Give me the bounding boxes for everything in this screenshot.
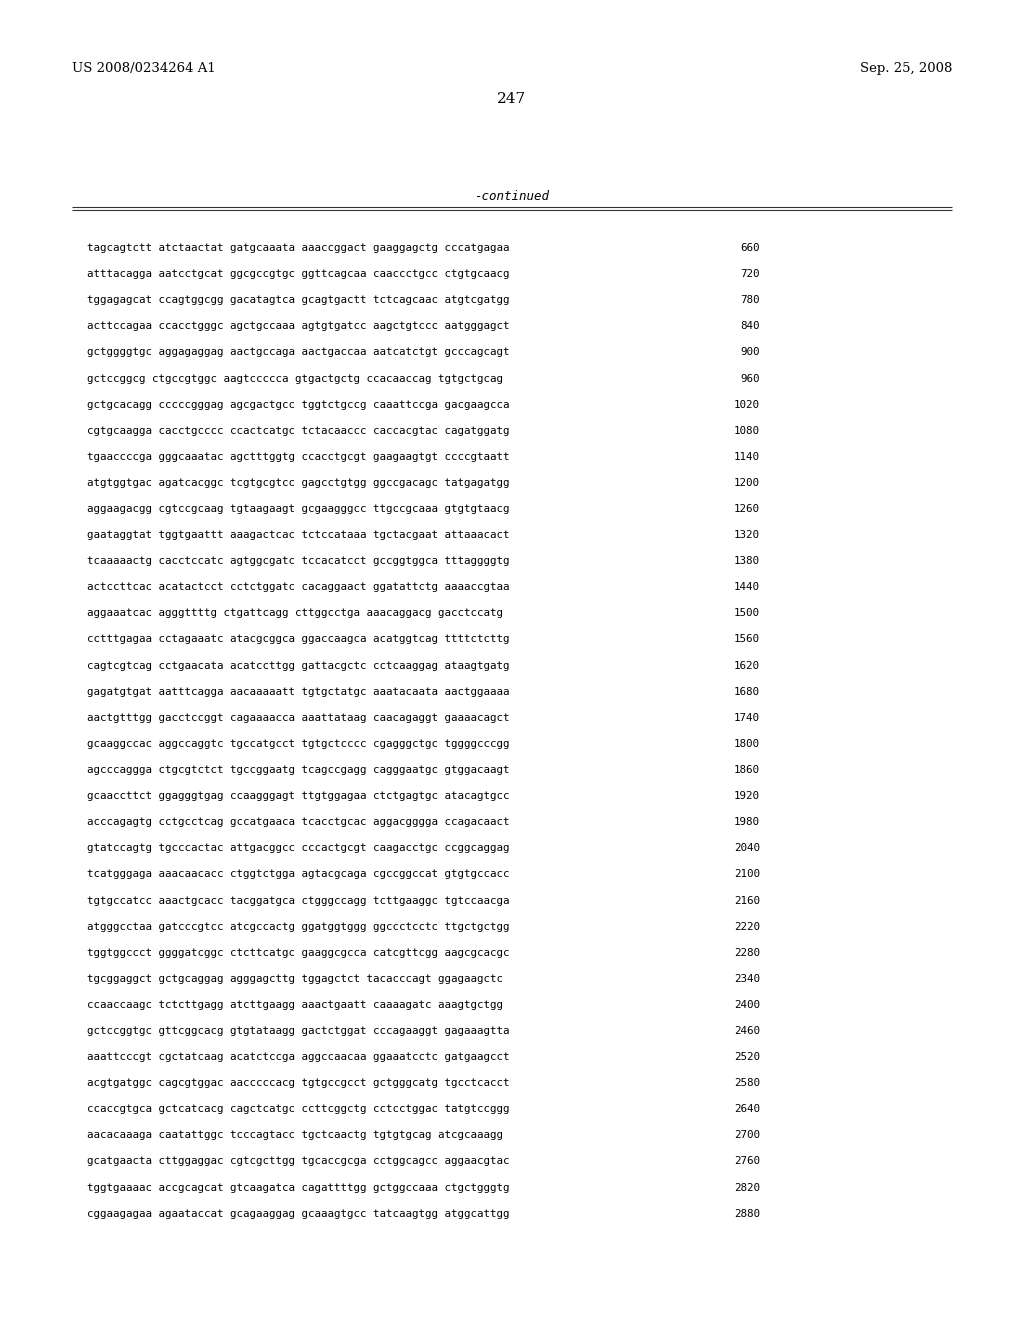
Text: actccttcac acatactcct cctctggatc cacaggaact ggatattctg aaaaccgtaa: actccttcac acatactcct cctctggatc cacagga… bbox=[87, 582, 510, 593]
Text: 1920: 1920 bbox=[734, 791, 760, 801]
Text: 660: 660 bbox=[740, 243, 760, 253]
Text: 2880: 2880 bbox=[734, 1209, 760, 1218]
Text: 247: 247 bbox=[498, 92, 526, 106]
Text: 2100: 2100 bbox=[734, 870, 760, 879]
Text: gctggggtgc aggagaggag aactgccaga aactgaccaa aatcatctgt gcccagcagt: gctggggtgc aggagaggag aactgccaga aactgac… bbox=[87, 347, 510, 358]
Text: ccaccgtgca gctcatcacg cagctcatgc ccttcggctg cctcctggac tatgtccggg: ccaccgtgca gctcatcacg cagctcatgc ccttcgg… bbox=[87, 1105, 510, 1114]
Text: 1800: 1800 bbox=[734, 739, 760, 748]
Text: 1320: 1320 bbox=[734, 531, 760, 540]
Text: 1140: 1140 bbox=[734, 451, 760, 462]
Text: 1020: 1020 bbox=[734, 400, 760, 409]
Text: acttccagaa ccacctgggc agctgccaaa agtgtgatcc aagctgtccc aatgggagct: acttccagaa ccacctgggc agctgccaaa agtgtga… bbox=[87, 321, 510, 331]
Text: 780: 780 bbox=[740, 296, 760, 305]
Text: ccaaccaagc tctcttgagg atcttgaagg aaactgaatt caaaagatc aaagtgctgg: ccaaccaagc tctcttgagg atcttgaagg aaactga… bbox=[87, 1001, 503, 1010]
Text: 2040: 2040 bbox=[734, 843, 760, 853]
Text: gcatgaacta cttggaggac cgtcgcttgg tgcaccgcga cctggcagcc aggaacgtac: gcatgaacta cttggaggac cgtcgcttgg tgcaccg… bbox=[87, 1156, 510, 1167]
Text: 2700: 2700 bbox=[734, 1130, 760, 1140]
Text: 840: 840 bbox=[740, 321, 760, 331]
Text: gctgcacagg cccccgggag agcgactgcc tggtctgccg caaattccga gacgaagcca: gctgcacagg cccccgggag agcgactgcc tggtctg… bbox=[87, 400, 510, 409]
Text: tagcagtctt atctaactat gatgcaaata aaaccggact gaaggagctg cccatgagaa: tagcagtctt atctaactat gatgcaaata aaaccgg… bbox=[87, 243, 510, 253]
Text: gaataggtat tggtgaattt aaagactcac tctccataaa tgctacgaat attaaacact: gaataggtat tggtgaattt aaagactcac tctccat… bbox=[87, 531, 510, 540]
Text: cggaagagaa agaataccat gcagaaggag gcaaagtgcc tatcaagtgg atggcattgg: cggaagagaa agaataccat gcagaaggag gcaaagt… bbox=[87, 1209, 510, 1218]
Text: atttacagga aatcctgcat ggcgccgtgc ggttcagcaa caaccctgcc ctgtgcaacg: atttacagga aatcctgcat ggcgccgtgc ggttcag… bbox=[87, 269, 510, 279]
Text: 1260: 1260 bbox=[734, 504, 760, 513]
Text: 1200: 1200 bbox=[734, 478, 760, 488]
Text: 1500: 1500 bbox=[734, 609, 760, 618]
Text: tcatgggaga aaacaacacc ctggtctgga agtacgcaga cgccggccat gtgtgccacc: tcatgggaga aaacaacacc ctggtctgga agtacgc… bbox=[87, 870, 510, 879]
Text: -continued: -continued bbox=[474, 190, 550, 203]
Text: 2520: 2520 bbox=[734, 1052, 760, 1063]
Text: 1620: 1620 bbox=[734, 660, 760, 671]
Text: 1440: 1440 bbox=[734, 582, 760, 593]
Text: 1860: 1860 bbox=[734, 766, 760, 775]
Text: agcccaggga ctgcgtctct tgccggaatg tcagccgagg cagggaatgc gtggacaagt: agcccaggga ctgcgtctct tgccggaatg tcagccg… bbox=[87, 766, 510, 775]
Text: tggagagcat ccagtggcgg gacatagtca gcagtgactt tctcagcaac atgtcgatgg: tggagagcat ccagtggcgg gacatagtca gcagtga… bbox=[87, 296, 510, 305]
Text: 1980: 1980 bbox=[734, 817, 760, 828]
Text: aggaaatcac agggttttg ctgattcagg cttggcctga aaacaggacg gacctccatg: aggaaatcac agggttttg ctgattcagg cttggcct… bbox=[87, 609, 503, 618]
Text: tgcggaggct gctgcaggag agggagcttg tggagctct tacacccagt ggagaagctc: tgcggaggct gctgcaggag agggagcttg tggagct… bbox=[87, 974, 503, 983]
Text: 1080: 1080 bbox=[734, 425, 760, 436]
Text: gctccggtgc gttcggcacg gtgtataagg gactctggat cccagaaggt gagaaagtta: gctccggtgc gttcggcacg gtgtataagg gactctg… bbox=[87, 1026, 510, 1036]
Text: aactgtttgg gacctccggt cagaaaacca aaattataag caacagaggt gaaaacagct: aactgtttgg gacctccggt cagaaaacca aaattat… bbox=[87, 713, 510, 723]
Text: tcaaaaactg cacctccatc agtggcgatc tccacatcct gccggtggca tttaggggtg: tcaaaaactg cacctccatc agtggcgatc tccacat… bbox=[87, 556, 510, 566]
Text: acgtgatggc cagcgtggac aacccccacg tgtgccgcct gctgggcatg tgcctcacct: acgtgatggc cagcgtggac aacccccacg tgtgccg… bbox=[87, 1078, 510, 1088]
Text: Sep. 25, 2008: Sep. 25, 2008 bbox=[859, 62, 952, 75]
Text: cctttgagaa cctagaaatc atacgcggca ggaccaagca acatggtcag ttttctcttg: cctttgagaa cctagaaatc atacgcggca ggaccaa… bbox=[87, 635, 510, 644]
Text: 900: 900 bbox=[740, 347, 760, 358]
Text: 2220: 2220 bbox=[734, 921, 760, 932]
Text: 2280: 2280 bbox=[734, 948, 760, 958]
Text: gagatgtgat aatttcagga aacaaaaatt tgtgctatgc aaatacaata aactggaaaa: gagatgtgat aatttcagga aacaaaaatt tgtgcta… bbox=[87, 686, 510, 697]
Text: acccagagtg cctgcctcag gccatgaaca tcacctgcac aggacgggga ccagacaact: acccagagtg cctgcctcag gccatgaaca tcacctg… bbox=[87, 817, 510, 828]
Text: gcaaggccac aggccaggtc tgccatgcct tgtgctcccc cgagggctgc tggggcccgg: gcaaggccac aggccaggtc tgccatgcct tgtgctc… bbox=[87, 739, 510, 748]
Text: 2460: 2460 bbox=[734, 1026, 760, 1036]
Text: 2400: 2400 bbox=[734, 1001, 760, 1010]
Text: tgtgccatcc aaactgcacc tacggatgca ctgggccagg tcttgaaggc tgtccaacga: tgtgccatcc aaactgcacc tacggatgca ctgggcc… bbox=[87, 895, 510, 906]
Text: 2640: 2640 bbox=[734, 1105, 760, 1114]
Text: tggtgaaaac accgcagcat gtcaagatca cagattttgg gctggccaaa ctgctgggtg: tggtgaaaac accgcagcat gtcaagatca cagattt… bbox=[87, 1183, 510, 1192]
Text: tggtggccct ggggatcggc ctcttcatgc gaaggcgcca catcgttcgg aagcgcacgc: tggtggccct ggggatcggc ctcttcatgc gaaggcg… bbox=[87, 948, 510, 958]
Text: 2160: 2160 bbox=[734, 895, 760, 906]
Text: US 2008/0234264 A1: US 2008/0234264 A1 bbox=[72, 62, 216, 75]
Text: 720: 720 bbox=[740, 269, 760, 279]
Text: 1740: 1740 bbox=[734, 713, 760, 723]
Text: gctccggcg ctgccgtggc aagtccccca gtgactgctg ccacaaccag tgtgctgcag: gctccggcg ctgccgtggc aagtccccca gtgactgc… bbox=[87, 374, 503, 384]
Text: 2340: 2340 bbox=[734, 974, 760, 983]
Text: 960: 960 bbox=[740, 374, 760, 384]
Text: cgtgcaagga cacctgcccc ccactcatgc tctacaaccc caccacgtac cagatggatg: cgtgcaagga cacctgcccc ccactcatgc tctacaa… bbox=[87, 425, 510, 436]
Text: gtatccagtg tgcccactac attgacggcc cccactgcgt caagacctgc ccggcaggag: gtatccagtg tgcccactac attgacggcc cccactg… bbox=[87, 843, 510, 853]
Text: 2820: 2820 bbox=[734, 1183, 760, 1192]
Text: 1560: 1560 bbox=[734, 635, 760, 644]
Text: atgggcctaa gatcccgtcc atcgccactg ggatggtggg ggccctcctc ttgctgctgg: atgggcctaa gatcccgtcc atcgccactg ggatggt… bbox=[87, 921, 510, 932]
Text: aaattcccgt cgctatcaag acatctccga aggccaacaa ggaaatcctc gatgaagcct: aaattcccgt cgctatcaag acatctccga aggccaa… bbox=[87, 1052, 510, 1063]
Text: tgaaccccga gggcaaatac agctttggtg ccacctgcgt gaagaagtgt ccccgtaatt: tgaaccccga gggcaaatac agctttggtg ccacctg… bbox=[87, 451, 510, 462]
Text: gcaaccttct ggagggtgag ccaagggagt ttgtggagaa ctctgagtgc atacagtgcc: gcaaccttct ggagggtgag ccaagggagt ttgtgga… bbox=[87, 791, 510, 801]
Text: aggaagacgg cgtccgcaag tgtaagaagt gcgaagggcc ttgccgcaaa gtgtgtaacg: aggaagacgg cgtccgcaag tgtaagaagt gcgaagg… bbox=[87, 504, 510, 513]
Text: 1380: 1380 bbox=[734, 556, 760, 566]
Text: cagtcgtcag cctgaacata acatccttgg gattacgctc cctcaaggag ataagtgatg: cagtcgtcag cctgaacata acatccttgg gattacg… bbox=[87, 660, 510, 671]
Text: aacacaaaga caatattggc tcccagtacc tgctcaactg tgtgtgcag atcgcaaagg: aacacaaaga caatattggc tcccagtacc tgctcaa… bbox=[87, 1130, 503, 1140]
Text: 2760: 2760 bbox=[734, 1156, 760, 1167]
Text: atgtggtgac agatcacggc tcgtgcgtcc gagcctgtgg ggccgacagc tatgagatgg: atgtggtgac agatcacggc tcgtgcgtcc gagcctg… bbox=[87, 478, 510, 488]
Text: 2580: 2580 bbox=[734, 1078, 760, 1088]
Text: 1680: 1680 bbox=[734, 686, 760, 697]
